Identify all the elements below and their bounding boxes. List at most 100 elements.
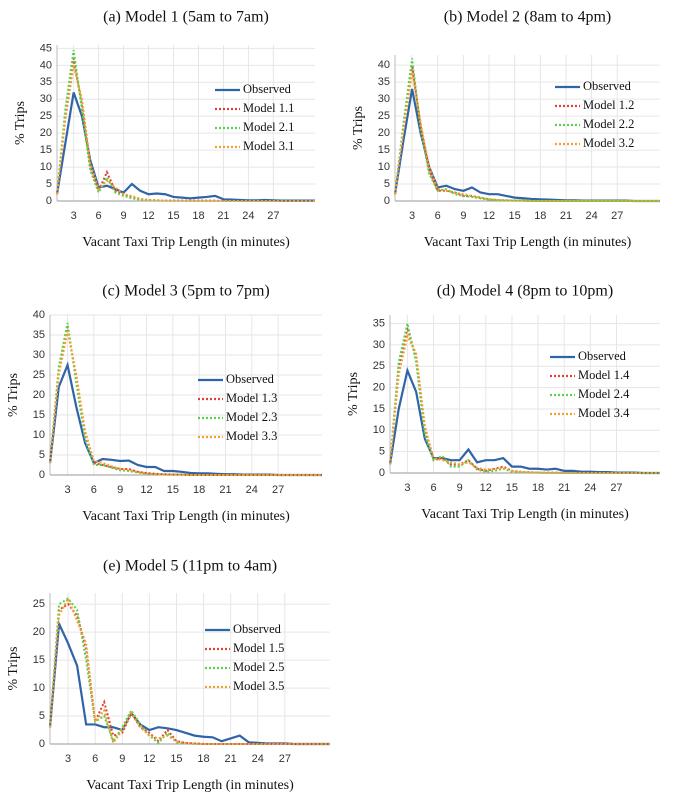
x-tick-label: 27 — [272, 484, 284, 496]
y-tick-label: 0 — [39, 738, 45, 750]
y-tick-label: 5 — [39, 710, 45, 722]
legend-label: Model 2.5 — [233, 660, 284, 674]
y-tick-label: 40 — [40, 59, 52, 71]
x-tick-label: 24 — [242, 210, 254, 222]
y-tick-label: 0 — [39, 469, 45, 481]
y-axis-label: % Trips — [6, 647, 21, 691]
series-line — [394, 71, 660, 202]
x-tick-label: 27 — [279, 753, 291, 765]
series-line — [49, 596, 330, 746]
y-tick-label: 25 — [33, 369, 45, 381]
x-tick-label: 3 — [404, 482, 410, 494]
y-tick-label: 30 — [378, 93, 390, 105]
x-tick-label: 15 — [170, 753, 182, 765]
legend-label: Observed — [578, 349, 627, 363]
series-line — [394, 58, 660, 202]
x-tick-label: 9 — [460, 210, 466, 222]
series-line — [55, 92, 315, 202]
y-tick-label: 0 — [379, 467, 385, 479]
x-axis-label: Vacant Taxi Trip Length (in minutes) — [82, 235, 290, 250]
y-tick-label: 25 — [40, 110, 52, 122]
x-tick-label: 9 — [121, 210, 127, 222]
legend-label: Model 1.2 — [583, 98, 634, 112]
x-tick-label: 24 — [584, 482, 596, 494]
y-tick-label: 25 — [378, 110, 390, 122]
x-tick-label: 18 — [197, 753, 209, 765]
y-tick-label: 15 — [373, 403, 385, 415]
legend-label: Observed — [226, 372, 275, 386]
legend-label: Model 3.1 — [243, 139, 294, 153]
legend-label: Model 1.1 — [243, 101, 294, 115]
x-tick-label: 12 — [480, 482, 492, 494]
legend-label: Observed — [233, 622, 282, 636]
x-tick-label: 21 — [558, 482, 570, 494]
y-tick-label: 20 — [33, 389, 45, 401]
y-tick-label: 20 — [378, 127, 390, 139]
chart-title: (c) Model 3 (5pm to 7pm) — [102, 283, 270, 300]
y-tick-label: 40 — [378, 59, 390, 71]
x-tick-label: 27 — [267, 210, 279, 222]
series-line — [49, 597, 330, 745]
y-tick-label: 5 — [39, 449, 45, 461]
y-tick-label: 35 — [378, 76, 390, 88]
y-tick-label: 35 — [373, 317, 385, 329]
chart-title: (b) Model 2 (8am to 4pm) — [444, 9, 612, 26]
series-line — [49, 330, 322, 476]
y-tick-label: 30 — [33, 349, 45, 361]
series-line — [49, 602, 330, 745]
x-tick-label: 6 — [92, 753, 98, 765]
y-axis-label: % Trips — [6, 373, 21, 417]
y-tick-label: 15 — [40, 144, 52, 156]
y-tick-label: 20 — [33, 626, 45, 638]
y-tick-label: 10 — [373, 424, 385, 436]
legend-label: Model 2.4 — [578, 387, 630, 401]
y-tick-label: 5 — [46, 178, 52, 190]
series-line — [389, 333, 660, 474]
y-tick-label: 5 — [384, 178, 390, 190]
x-tick-label: 3 — [409, 210, 415, 222]
chart-title: (a) Model 1 (5am to 7am) — [103, 9, 269, 26]
series-line — [56, 65, 315, 202]
y-tick-label: 20 — [373, 382, 385, 394]
y-tick-label: 30 — [373, 339, 385, 351]
x-tick-label: 21 — [219, 484, 231, 496]
x-axis-label: Vacant Taxi Trip Length (in minutes) — [82, 509, 290, 524]
legend-label: Model 2.1 — [243, 120, 294, 134]
y-tick-label: 10 — [378, 161, 390, 173]
x-tick-label: 21 — [560, 210, 572, 222]
x-tick-label: 21 — [225, 753, 237, 765]
y-tick-label: 0 — [384, 195, 390, 207]
legend-label: Model 2.3 — [226, 410, 277, 424]
y-tick-label: 35 — [40, 76, 52, 88]
x-tick-label: 18 — [532, 482, 544, 494]
x-tick-label: 6 — [91, 484, 97, 496]
x-tick-label: 3 — [64, 484, 70, 496]
y-tick-label: 15 — [33, 654, 45, 666]
x-tick-label: 24 — [252, 753, 264, 765]
y-axis-label: % Trips — [13, 101, 28, 145]
series-line — [49, 322, 322, 476]
x-tick-label: 15 — [167, 210, 179, 222]
x-tick-label: 18 — [193, 484, 205, 496]
legend-label: Model 2.2 — [583, 117, 634, 131]
x-tick-label: 21 — [217, 210, 229, 222]
x-tick-label: 15 — [167, 484, 179, 496]
x-tick-label: 24 — [585, 210, 597, 222]
y-tick-label: 25 — [373, 360, 385, 372]
x-tick-label: 12 — [140, 484, 152, 496]
x-tick-label: 12 — [142, 210, 154, 222]
legend-label: Model 1.3 — [226, 391, 277, 405]
x-axis-label: Vacant Taxi Trip Length (in minutes) — [424, 235, 632, 250]
legend-label: Model 3.3 — [226, 429, 277, 443]
y-tick-label: 40 — [33, 309, 45, 321]
y-tick-label: 10 — [40, 161, 52, 173]
legend-label: Model 1.5 — [233, 641, 284, 655]
chart-title: (d) Model 4 (8pm to 10pm) — [437, 283, 613, 300]
legend-label: Model 3.2 — [583, 136, 634, 150]
x-tick-label: 15 — [506, 482, 518, 494]
x-tick-label: 24 — [246, 484, 258, 496]
y-axis-label: % Trips — [351, 106, 366, 150]
legend-label: Model 1.4 — [578, 368, 630, 382]
y-tick-label: 15 — [33, 409, 45, 421]
